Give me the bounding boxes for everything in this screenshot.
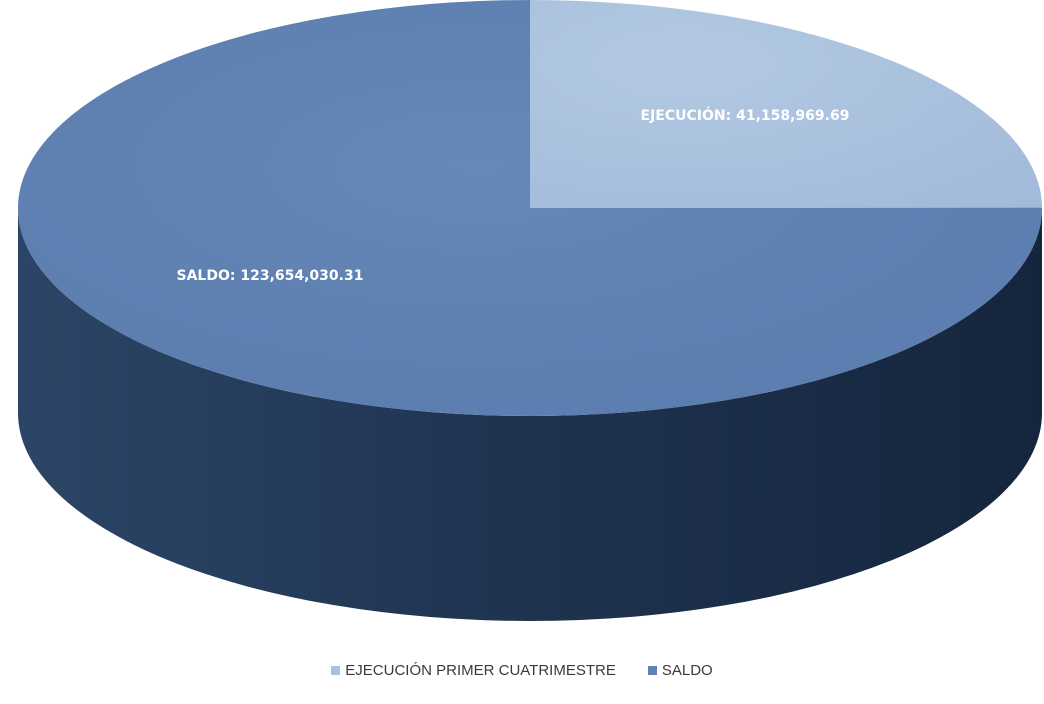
pie-slice-saldo bbox=[18, 0, 1042, 416]
legend-label-saldo: SALDO bbox=[661, 662, 713, 679]
legend-swatch-ejecucion bbox=[331, 666, 341, 675]
pie-data-labels: EJECUCIÓN: 41,158,969.69 SALDO: 123,654,… bbox=[177, 106, 850, 284]
pie-side-surface bbox=[18, 208, 1042, 621]
legend-item-ejecucion: EJECUCIÓN PRIMER CUATRIMESTRE bbox=[331, 662, 616, 679]
pie-slice-ejecucion bbox=[530, 0, 1042, 208]
legend-item-saldo: SALDO bbox=[647, 662, 713, 679]
pie-side-wall bbox=[18, 208, 1042, 621]
pie-slices bbox=[18, 0, 1042, 416]
legend-label-ejecucion: EJECUCIÓN PRIMER CUATRIMESTRE bbox=[345, 662, 616, 679]
chart-legend: EJECUCIÓN PRIMER CUATRIMESTRE SALDO bbox=[0, 662, 1044, 679]
legend-swatch-saldo bbox=[647, 666, 657, 675]
data-label-ejecucion: EJECUCIÓN: 41,158,969.69 bbox=[641, 106, 850, 124]
data-label-saldo: SALDO: 123,654,030.31 bbox=[177, 268, 364, 284]
